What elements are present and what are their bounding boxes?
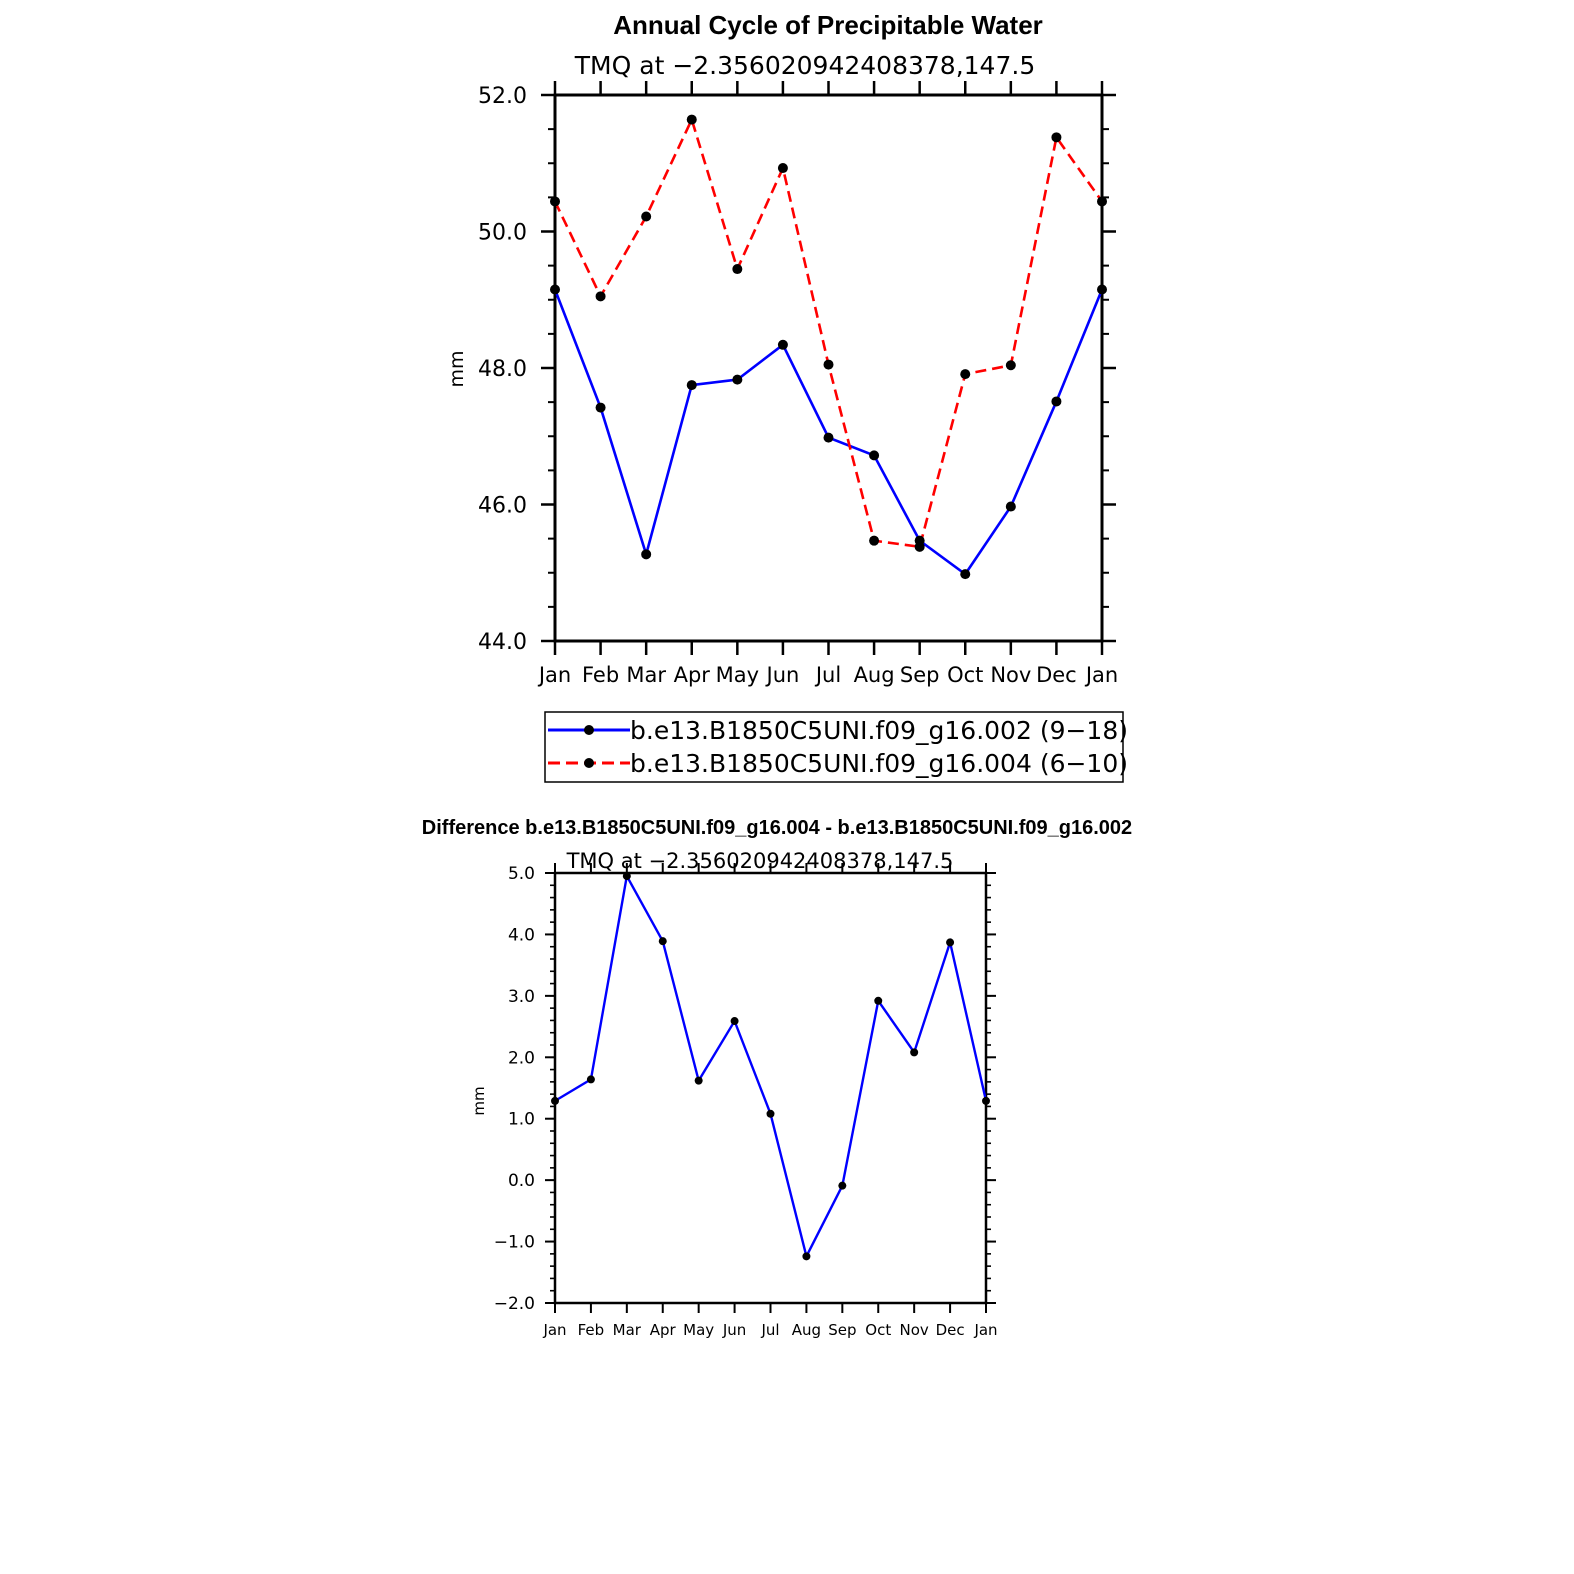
x-tick-label: Jun	[765, 663, 800, 687]
series-2-point-aug	[869, 535, 880, 546]
series-line-1	[554, 872, 988, 1260]
x-tick-label: Jan	[537, 663, 571, 687]
difference-chart: Difference b.e13.B1850C5UNI.f09_g16.004 …	[422, 817, 1132, 1339]
series-1-point-jun	[730, 1017, 739, 1026]
y-tick-label: 3.0	[508, 987, 535, 1007]
y-tick-label: 1.0	[508, 1110, 535, 1130]
x-tick-label: Apr	[650, 1321, 677, 1339]
x-tick-label: Nov	[900, 1321, 929, 1339]
series-1-point-jan	[1097, 284, 1107, 295]
series-1-point-aug	[869, 450, 880, 461]
series-1-point-aug	[802, 1252, 811, 1261]
y-tick-label: −1.0	[494, 1233, 535, 1253]
x-tick-label: Aug	[854, 663, 895, 687]
series-1-point-jul	[766, 1109, 775, 1118]
chart-title: Annual Cycle of Precipitable Water	[613, 10, 1043, 40]
legend: b.e13.B1850C5UNI.f09_g16.002 (9−18) b.e1…	[544, 711, 1128, 783]
series-2-point-dec	[1051, 132, 1062, 143]
series-1-point-nov	[910, 1048, 919, 1057]
x-tick-label: Dec	[936, 1321, 965, 1339]
y-tick-label: 52.0	[478, 84, 527, 109]
x-tick-label: Jul	[760, 1321, 779, 1339]
series-1-point-apr	[686, 380, 697, 391]
x-tick-label: Mar	[613, 1321, 642, 1339]
series-2-point-mar	[641, 211, 652, 222]
x-tick-label: Jun	[722, 1321, 746, 1339]
series-1-point-dec	[946, 938, 955, 947]
chart-subtitle: TMQ at −2.356020942408378,147.5	[574, 51, 1035, 80]
x-tick-label: Sep	[828, 1321, 856, 1339]
legend-box	[544, 711, 1124, 783]
difference-chart-subtitle: TMQ at −2.356020942408378,147.5	[566, 849, 954, 873]
y-tick-label: 4.0	[508, 925, 535, 945]
y-tick-label: 44.0	[478, 630, 527, 655]
series-1-point-jan	[982, 1096, 990, 1105]
y-tick-label: 48.0	[478, 357, 527, 382]
y-tick-label: 0.0	[508, 1171, 535, 1191]
legend-marker-series-2	[584, 758, 594, 768]
y-tick-label: 2.0	[508, 1048, 535, 1068]
x-tick-label: Jan	[973, 1321, 997, 1339]
y-tick-label: 50.0	[478, 221, 527, 246]
series-1-point-may	[732, 374, 743, 385]
series-2-point-jul	[823, 359, 834, 370]
x-tick-label: Feb	[578, 1321, 605, 1339]
x-tick-label: Sep	[900, 663, 940, 687]
series-2-point-nov	[1005, 360, 1016, 371]
series-1-point-mar	[622, 872, 631, 881]
x-tick-label: May	[716, 663, 759, 687]
x-tick-label: Feb	[582, 663, 619, 687]
series-1-point-oct	[874, 996, 883, 1005]
annual-cycle-chart: Annual Cycle of Precipitable Water TMQ a…	[446, 10, 1128, 783]
plot-area-frame	[553, 871, 988, 1305]
series-1-point-jun	[777, 339, 788, 350]
series-2-point-jun	[777, 163, 788, 174]
series-1-point-jul	[823, 432, 834, 443]
series-2-point-sep	[914, 541, 925, 552]
y-tick-label: 5.0	[508, 864, 535, 884]
series-2-point-may	[732, 264, 743, 275]
series-2-point-jan	[1097, 196, 1107, 207]
legend-label-series-2: b.e13.B1850C5UNI.f09_g16.004 (6−10)	[630, 749, 1128, 778]
x-tick-label: Jan	[542, 1321, 566, 1339]
y-tick-label: 46.0	[478, 494, 527, 519]
difference-y-axis-label: mm	[470, 1086, 488, 1115]
series-2-point-jan	[550, 196, 560, 207]
y-axis-label: mm	[446, 350, 468, 387]
legend-marker-series-1	[584, 725, 594, 735]
series-2-point-feb	[595, 291, 606, 302]
x-tick-label: Jul	[814, 663, 841, 687]
series-2-point-apr	[686, 114, 697, 125]
x-tick-label: May	[683, 1321, 714, 1339]
x-tick-label: Dec	[1036, 663, 1077, 687]
series-1-point-nov	[1005, 501, 1016, 512]
y-tick-label: −2.0	[494, 1294, 535, 1314]
series-1-point-dec	[1051, 396, 1062, 407]
x-tick-label: Apr	[674, 663, 711, 687]
series-1-point-sep	[838, 1181, 847, 1190]
series-line-1	[553, 289, 1104, 576]
x-tick-label: Jan	[1084, 663, 1118, 687]
series-1-point-jan	[551, 1096, 559, 1105]
series-1-point-jan	[550, 284, 560, 295]
x-tick-label: Nov	[990, 663, 1031, 687]
legend-label-series-1: b.e13.B1850C5UNI.f09_g16.002 (9−18)	[630, 716, 1128, 745]
series-2-point-oct	[960, 369, 971, 380]
series-1-point-may	[694, 1076, 703, 1085]
series-1-point-feb	[595, 402, 606, 413]
x-tick-label: Oct	[865, 1321, 891, 1339]
series-1-point-apr	[658, 937, 667, 946]
series-1-point-oct	[960, 569, 971, 580]
x-tick-label: Aug	[792, 1321, 821, 1339]
series-1-point-mar	[641, 549, 652, 560]
difference-chart-title: Difference b.e13.B1850C5UNI.f09_g16.004 …	[422, 817, 1132, 839]
series-1-point-feb	[586, 1075, 595, 1084]
x-tick-label: Mar	[626, 663, 666, 687]
x-tick-label: Oct	[947, 663, 983, 687]
